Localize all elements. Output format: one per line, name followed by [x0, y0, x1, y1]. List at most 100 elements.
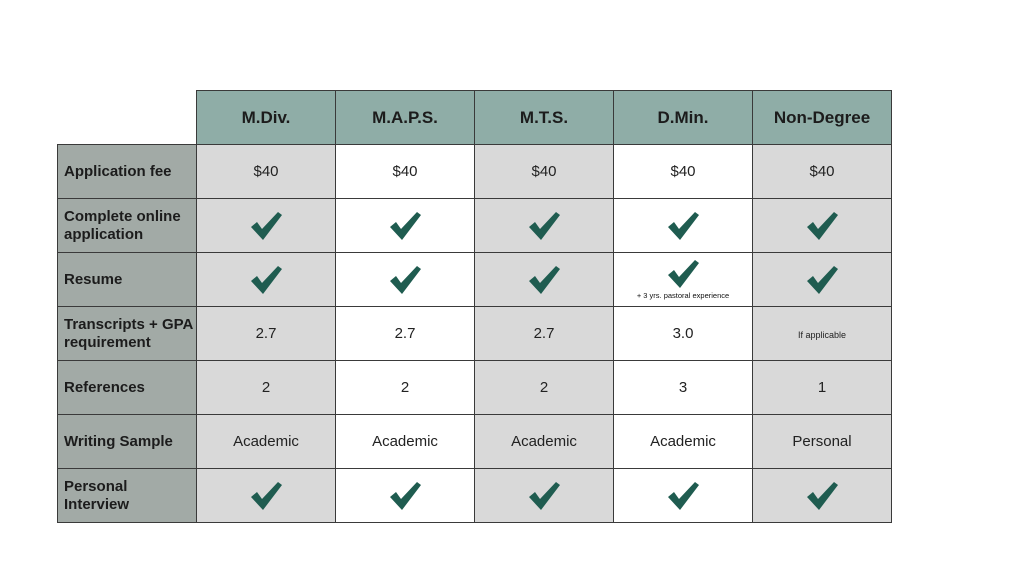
- cell-content: [336, 481, 474, 511]
- cell-content: [753, 481, 891, 511]
- cell-value: $40: [670, 163, 696, 180]
- cell-content: [336, 211, 474, 241]
- table-cell: [474, 252, 614, 307]
- table-row: Transcripts + GPA requirement 2.7 2.7 2.7 3.…: [57, 306, 892, 361]
- table-row: Personal Interview: [57, 468, 892, 523]
- table-cell: Personal: [752, 414, 892, 469]
- cell-content: [614, 481, 752, 511]
- table-cell: [335, 198, 475, 253]
- cell-value: $40: [531, 163, 557, 180]
- cell-content: [336, 265, 474, 295]
- table-cell: [335, 252, 475, 307]
- table-row: Resume + 3 yrs. pastoral experience: [57, 252, 892, 307]
- cell-value: 1: [817, 379, 827, 396]
- row-label: Writing Sample: [57, 414, 197, 469]
- table-cell: 1: [752, 360, 892, 415]
- column-header: Non-Degree: [752, 90, 892, 145]
- column-header: M.Div.: [196, 90, 336, 145]
- cell-value: $40: [253, 163, 279, 180]
- checkmark-icon: [527, 211, 561, 241]
- cell-value: 2: [400, 379, 410, 396]
- cell-value: 2.7: [255, 325, 277, 342]
- table-cell: [613, 468, 753, 523]
- cell-content: [753, 265, 891, 295]
- cell-value: Personal: [792, 433, 852, 450]
- row-label: References: [57, 360, 197, 415]
- cell-value: Academic: [650, 433, 716, 450]
- row-label: Personal Interview: [57, 468, 197, 523]
- checkmark-icon: [249, 211, 283, 241]
- table-cell: 3: [613, 360, 753, 415]
- cell-value: Academic: [511, 433, 577, 450]
- row-label: Transcripts + GPA requirement: [57, 306, 197, 361]
- cell-value: 2.7: [533, 325, 555, 342]
- cell-content: + 3 yrs. pastoral experience: [614, 259, 752, 300]
- row-label: Application fee: [57, 144, 197, 199]
- table-cell: [335, 468, 475, 523]
- table-cell: [196, 252, 336, 307]
- table-cell: 2: [335, 360, 475, 415]
- table-cell: $40: [752, 144, 892, 199]
- table-cell: $40: [335, 144, 475, 199]
- checkmark-icon: [527, 265, 561, 295]
- cell-content: [753, 211, 891, 241]
- table-cell: 2: [474, 360, 614, 415]
- table-cell: [196, 468, 336, 523]
- cell-value: If applicable: [797, 330, 847, 340]
- table-corner: [58, 91, 197, 145]
- cell-value: 3.0: [672, 325, 694, 342]
- checkmark-icon: [527, 481, 561, 511]
- checkmark-icon: [805, 211, 839, 241]
- table-body: Application fee $40 $40 $40 $40 $40 Complete o…: [57, 144, 892, 523]
- table-cell: 3.0: [613, 306, 753, 361]
- cell-content: [475, 265, 613, 295]
- cell-value: 2: [539, 379, 549, 396]
- table-cell: [196, 198, 336, 253]
- cell-content: [197, 265, 335, 295]
- table-cell: + 3 yrs. pastoral experience: [613, 252, 753, 307]
- table-cell: Academic: [335, 414, 475, 469]
- table-cell: Academic: [474, 414, 614, 469]
- table-cell: 2: [196, 360, 336, 415]
- table-cell: 2.7: [196, 306, 336, 361]
- table-cell: [752, 252, 892, 307]
- cell-content: [197, 211, 335, 241]
- cell-value: 2: [261, 379, 271, 396]
- table-cell: 2.7: [474, 306, 614, 361]
- table-cell: [752, 198, 892, 253]
- cell-content: [475, 211, 613, 241]
- table-cell: Academic: [613, 414, 753, 469]
- table-cell: [752, 468, 892, 523]
- table-row: Application fee $40 $40 $40 $40 $40: [57, 144, 892, 199]
- row-label: Complete online application: [57, 198, 197, 253]
- cell-value: 3: [678, 379, 688, 396]
- column-header: D.Min.: [613, 90, 753, 145]
- cell-content: [197, 481, 335, 511]
- checkmark-icon: [666, 211, 700, 241]
- checkmark-icon: [805, 481, 839, 511]
- checkmark-icon: [388, 481, 422, 511]
- table-cell: Academic: [196, 414, 336, 469]
- checkmark-icon: [388, 265, 422, 295]
- cell-value: Academic: [233, 433, 299, 450]
- cell-content: [475, 481, 613, 511]
- table-cell: $40: [474, 144, 614, 199]
- table-cell: $40: [613, 144, 753, 199]
- checkmark-icon: [666, 481, 700, 511]
- cell-value: Academic: [372, 433, 438, 450]
- admissions-requirements-table: M.Div. M.A.P.S. M.T.S. D.Min. Non-Degree App…: [57, 90, 892, 523]
- row-label: Resume: [57, 252, 197, 307]
- checkmark-icon: [388, 211, 422, 241]
- checkmark-icon: [805, 265, 839, 295]
- table-cell: 2.7: [335, 306, 475, 361]
- table-row: References 2 2 2 3 1: [57, 360, 892, 415]
- cell-note: + 3 yrs. pastoral experience: [636, 291, 730, 300]
- checkmark-icon: [666, 259, 700, 289]
- table-cell: [474, 198, 614, 253]
- table-cell: [474, 468, 614, 523]
- column-header: M.A.P.S.: [335, 90, 475, 145]
- cell-content: [614, 211, 752, 241]
- header-row: M.Div. M.A.P.S. M.T.S. D.Min. Non-Degree: [58, 90, 892, 145]
- table-cell: [613, 198, 753, 253]
- table-row: Writing Sample Academic Academic Academic Ac…: [57, 414, 892, 469]
